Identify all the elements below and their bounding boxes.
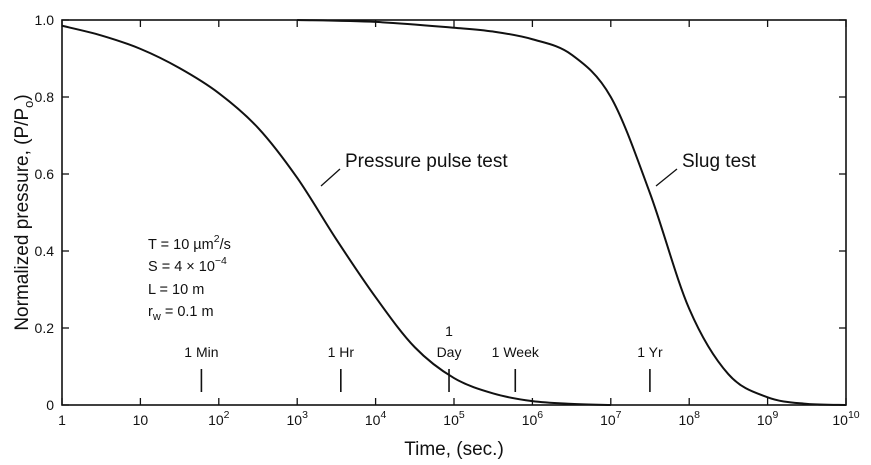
curve-label-pressure-pulse-test: Pressure pulse test bbox=[345, 151, 508, 172]
time-marker-label: 1 Hr bbox=[328, 344, 355, 360]
leader-line bbox=[320, 168, 341, 187]
time-marker-label: Day bbox=[437, 344, 462, 360]
y-tick-label: 1.0 bbox=[35, 12, 55, 28]
x-axis-title: Time, (sec.) bbox=[404, 439, 504, 460]
x-tick-label: 103 bbox=[286, 409, 308, 428]
parameter-line: T = 10 µm2/s bbox=[148, 233, 231, 253]
x-tick-label: 102 bbox=[208, 409, 230, 428]
x-tick-label: 109 bbox=[757, 409, 779, 428]
time-marker-label: 1 bbox=[445, 323, 453, 339]
x-tick-label: 107 bbox=[600, 409, 622, 428]
parameter-line: rw = 0.1 m bbox=[148, 304, 214, 323]
time-marker-label: 1 Min bbox=[184, 344, 218, 360]
x-tick-label: 1 bbox=[58, 412, 66, 428]
time-marker-label: 1 Week bbox=[492, 344, 540, 360]
x-tick-label: 106 bbox=[522, 409, 544, 428]
parameter-line: S = 4 × 10−4 bbox=[148, 255, 227, 275]
time-marker-label: 1 Yr bbox=[637, 344, 663, 360]
y-tick-label: 0.8 bbox=[35, 89, 55, 105]
chart-marks bbox=[61, 19, 847, 406]
series-line-pressure-pulse-test bbox=[61, 24, 611, 406]
x-tick-label: 108 bbox=[678, 409, 700, 428]
y-tick-label: 0.4 bbox=[35, 243, 55, 259]
y-axis-title: Normalized pressure, (P/Po) bbox=[12, 94, 36, 330]
y-tick-label: 0.6 bbox=[35, 166, 55, 182]
parameter-line: L = 10 m bbox=[148, 282, 204, 298]
curve-label-slug-test: Slug test bbox=[682, 151, 757, 172]
x-tick-label: 1010 bbox=[832, 409, 859, 428]
x-tick-label: 105 bbox=[443, 409, 465, 428]
x-tick-label: 104 bbox=[365, 409, 387, 428]
series-line-slug-test bbox=[297, 19, 847, 406]
x-tick-label: 10 bbox=[133, 412, 149, 428]
leader-line bbox=[655, 168, 678, 187]
chart-labels: 1 10 102 103 104 105 106 107 108 109 1010 0 0.2 0.4 0.… bbox=[12, 12, 860, 460]
y-tick-label: 0 bbox=[46, 397, 54, 413]
y-tick-label: 0.2 bbox=[35, 320, 55, 336]
